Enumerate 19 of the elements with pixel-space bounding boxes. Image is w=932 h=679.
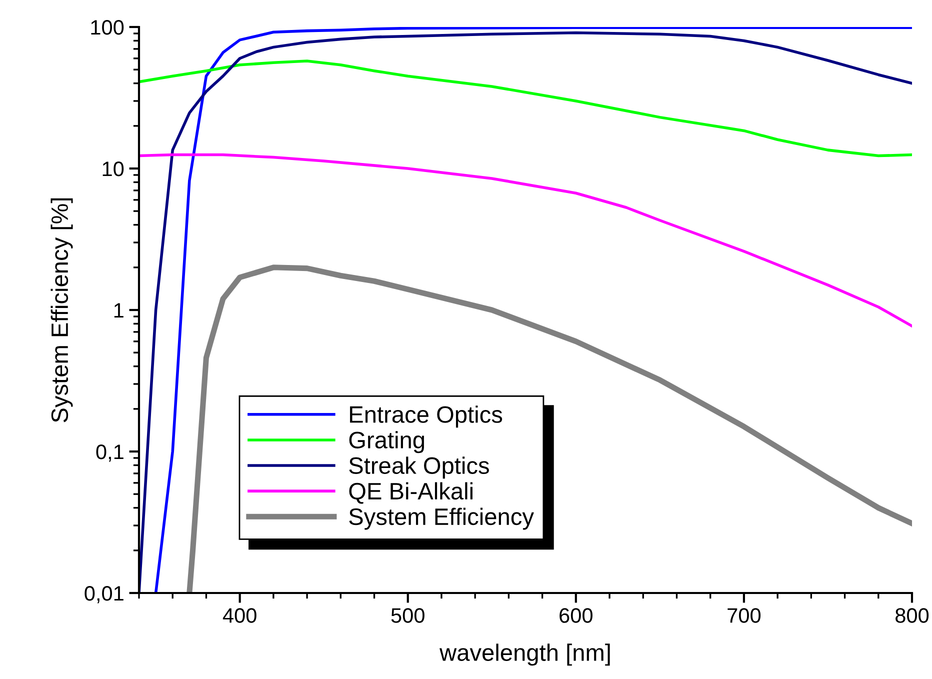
y-tick-label: 100 [91,20,124,35]
line-series [139,60,912,158]
legend-label: System Efficiency [349,508,534,530]
y-tick-label: 0,01 [84,586,124,604]
x-tick-label: 400 [222,608,256,623]
legend-label: Streak Optics [349,456,489,479]
x-tick-label: 500 [391,608,424,623]
x-tick-label: 800 [896,608,929,623]
x-tick-label: 600 [560,608,592,623]
legend-label: Entrace Optics [350,406,502,428]
y-tick-label: 0,1 [96,444,124,462]
y-axis-title: System Efficiency [%] [50,198,73,422]
y-tick-label: 1 [114,303,124,318]
x-axis-title: wavelength [nm] [440,644,610,666]
line-series [139,153,912,328]
legend-label: Grating [349,431,424,454]
y-tick-label: 10 [102,162,124,176]
x-tick-label: 700 [728,608,761,623]
legend-label: QE Bi-Alkali [349,482,472,504]
